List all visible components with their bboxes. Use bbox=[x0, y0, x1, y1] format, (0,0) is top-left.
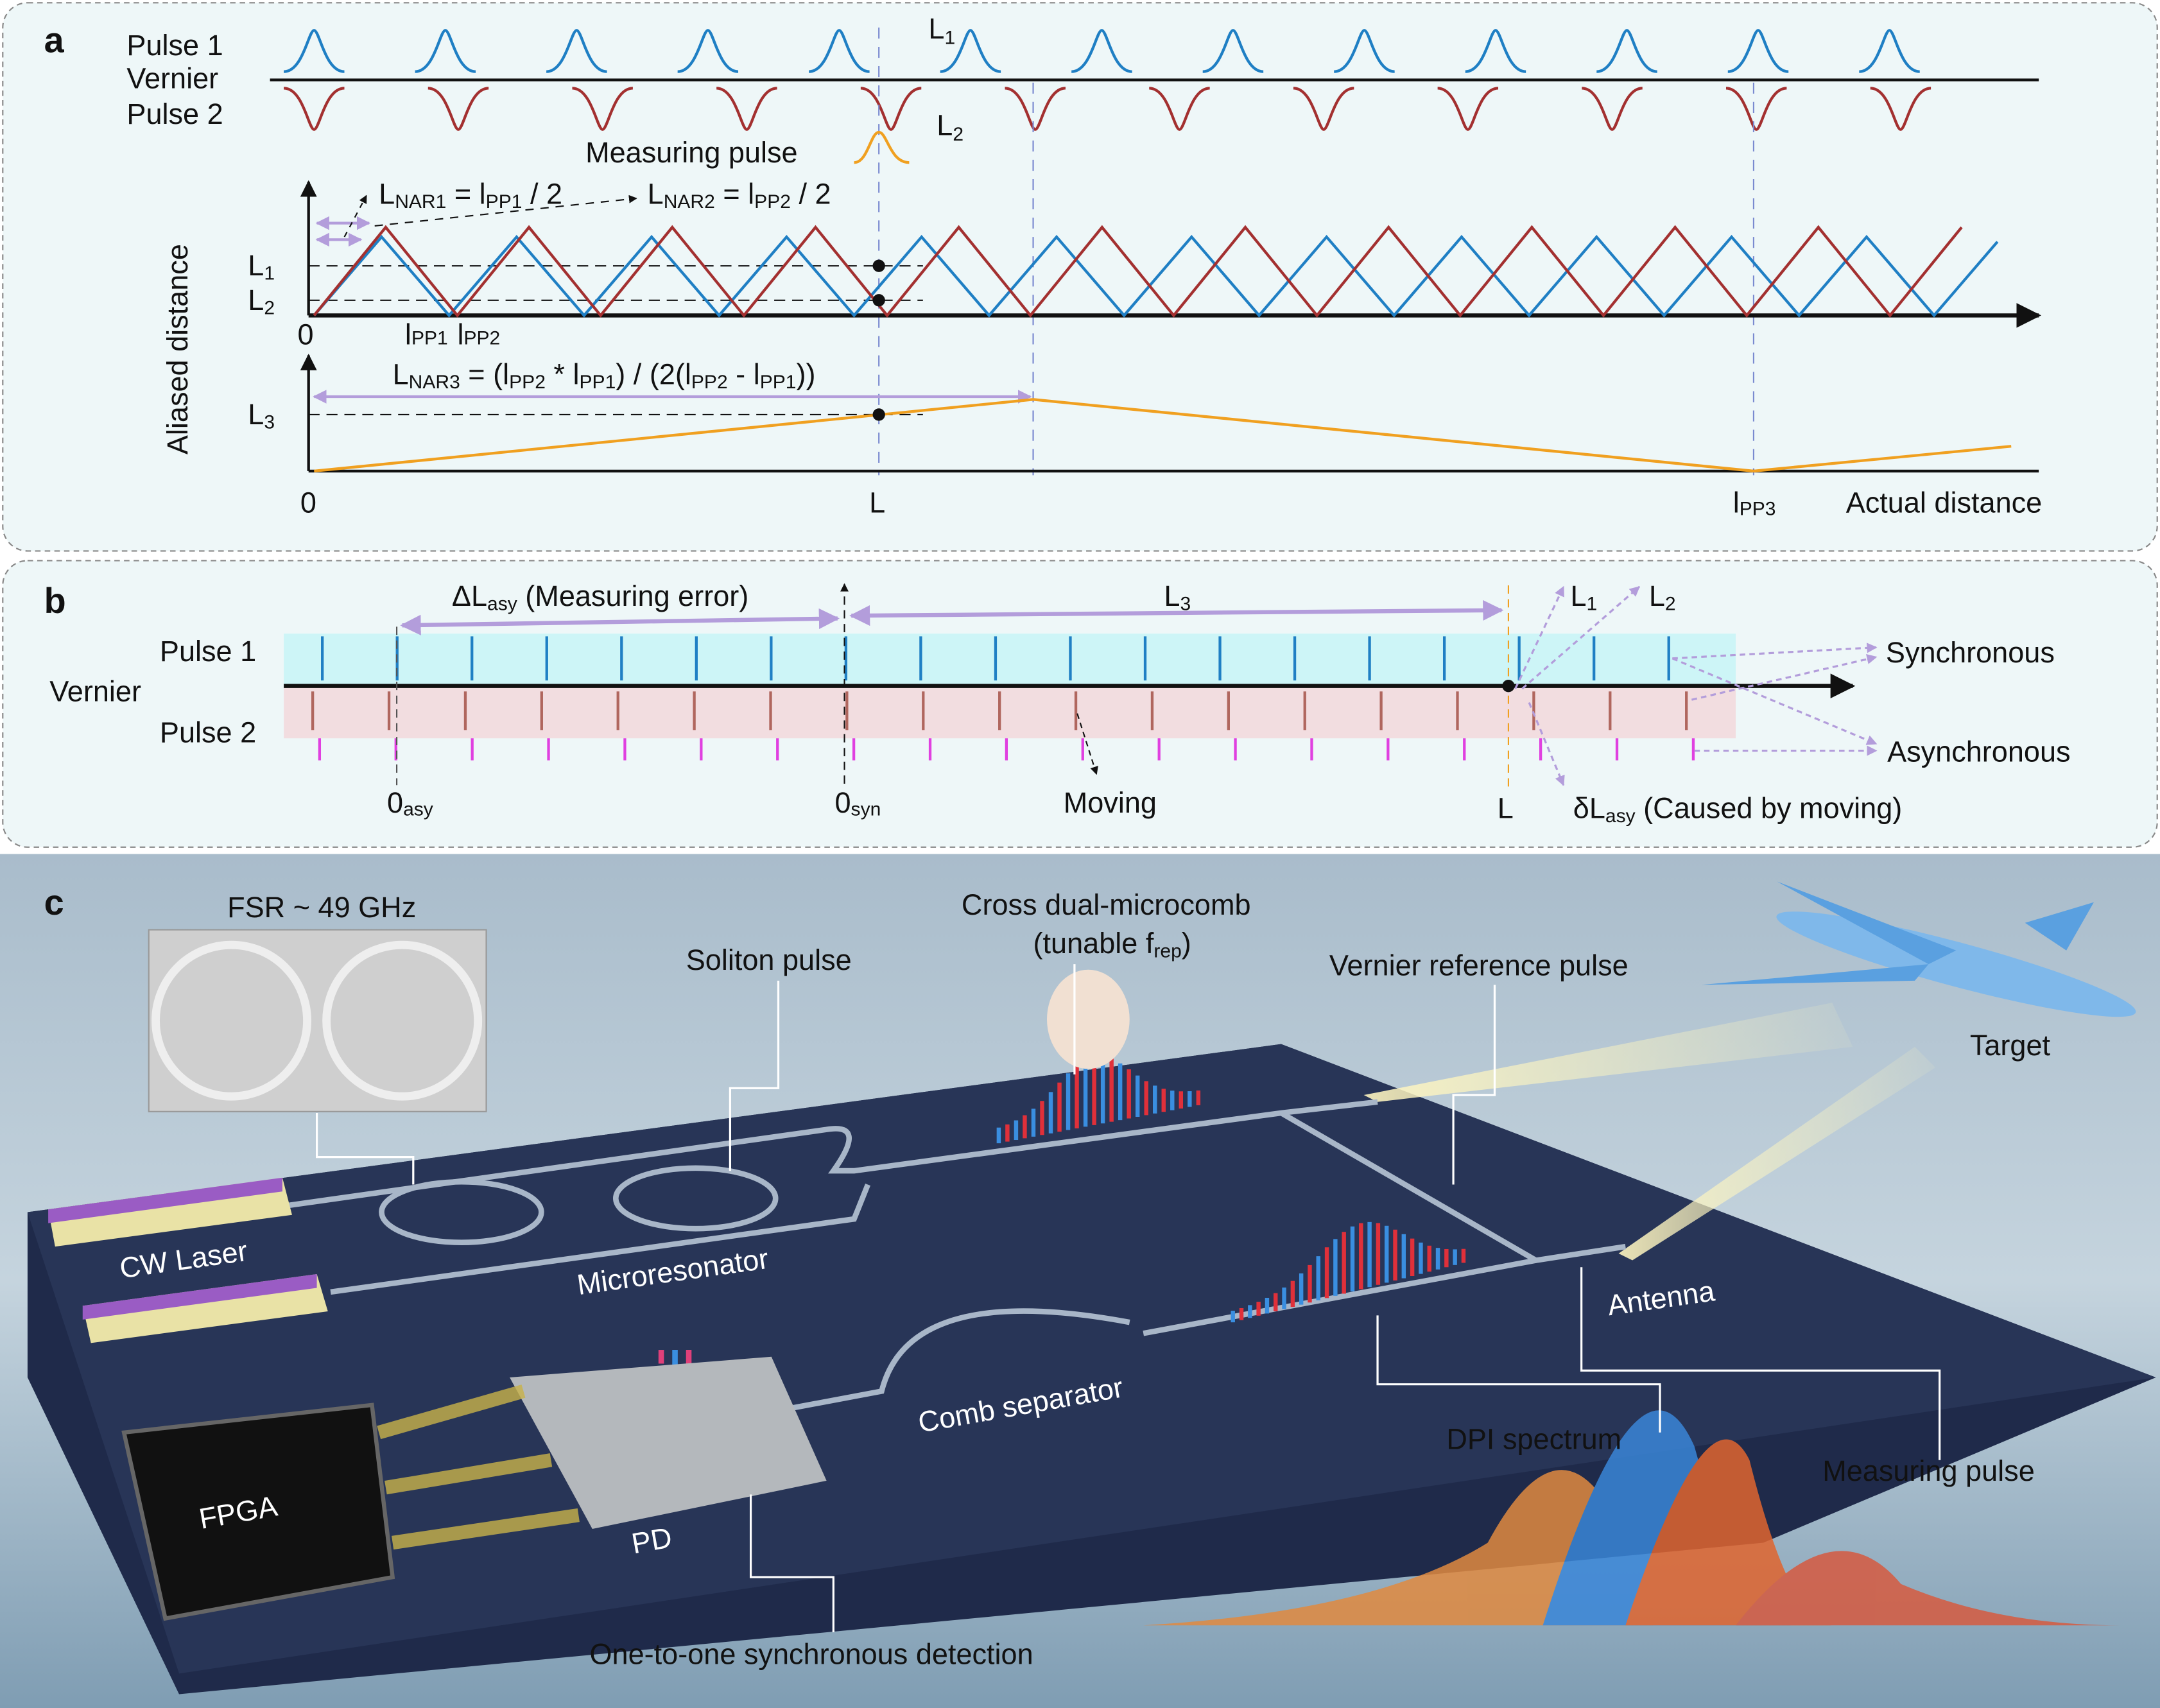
lnar3-triangle bbox=[314, 398, 2012, 473]
soliton-label: Soliton pulse bbox=[686, 944, 852, 976]
tick-L2: L2 bbox=[248, 284, 275, 318]
tick-zero-bottom: 0 bbox=[300, 486, 316, 519]
tick-zero-top: 0 bbox=[298, 318, 314, 350]
aliased-triangles bbox=[313, 225, 1999, 318]
measuring-pulse-label-c: Measuring pulse bbox=[1822, 1454, 2035, 1487]
lnar1-formula: LNAR1 = lPP1 / 2 bbox=[379, 178, 562, 212]
tick-L3: L3 bbox=[248, 398, 275, 433]
L1-label-b: L1 bbox=[1570, 580, 1597, 614]
pulse1-label-b: Pulse 1 bbox=[160, 635, 256, 668]
pulse1-peak bbox=[1727, 29, 1789, 73]
vernier-label: Vernier bbox=[126, 62, 218, 94]
pd-label: PD bbox=[629, 1521, 674, 1560]
pd-chip bbox=[510, 1356, 827, 1530]
x-axis-label: Actual distance bbox=[1846, 486, 2043, 519]
L3-label-b: L3 bbox=[1164, 580, 1191, 614]
measuring-pulse-shape bbox=[854, 130, 910, 164]
pulse1-peak bbox=[1071, 29, 1132, 73]
pulse1-band bbox=[284, 634, 1736, 686]
panel-a-letter: a bbox=[44, 20, 65, 60]
pulse2-dip bbox=[1581, 87, 1643, 131]
pulse2-dip bbox=[1437, 87, 1499, 131]
vernier-label-b: Vernier bbox=[49, 675, 141, 707]
tick-lpp2: lPP2 bbox=[457, 318, 500, 350]
pulse1-peak bbox=[1202, 29, 1264, 73]
asynchronous-label: Asynchronous bbox=[1887, 736, 2070, 768]
delta-small-label: δLasy (Caused by moving) bbox=[1573, 792, 1902, 827]
pulse2-band bbox=[284, 686, 1736, 739]
point-L3 bbox=[872, 408, 885, 421]
tick-L1: L1 bbox=[248, 249, 275, 284]
zero-syn: 0syn bbox=[835, 786, 881, 820]
dpi-spectrum-waves bbox=[1143, 1410, 2121, 1626]
pulse1-peak bbox=[940, 29, 1001, 73]
synchronous-label: Synchronous bbox=[1886, 636, 2055, 669]
pulse2-dip bbox=[283, 87, 345, 131]
pulse2-label-b: Pulse 2 bbox=[160, 716, 256, 749]
target-label: Target bbox=[1970, 1029, 2051, 1062]
pulse1-label: Pulse 1 bbox=[126, 29, 223, 62]
cross-comb-label: Cross dual-microcomb bbox=[962, 888, 1251, 921]
fsr-label: FSR ~ 49 GHz bbox=[227, 891, 416, 924]
pulse1-peak bbox=[1858, 29, 1921, 73]
beam-1 bbox=[1363, 1003, 1853, 1102]
pulse2-dip bbox=[428, 87, 489, 131]
beam-2 bbox=[1618, 1046, 1936, 1261]
zero-asy: 0asy bbox=[387, 786, 433, 820]
pulse1-aliased-line bbox=[313, 234, 1999, 318]
delta-lasy-label: ΔLasy (Measuring error) bbox=[452, 580, 748, 614]
pulse2-aliased-line bbox=[313, 225, 1963, 318]
L2-label-b: L2 bbox=[1649, 580, 1676, 614]
pulse1-peak bbox=[808, 29, 870, 73]
cross-comb-label-2: (tunable frep) bbox=[1033, 927, 1191, 962]
pulse2-dip bbox=[1725, 87, 1787, 131]
pulse1-peak bbox=[546, 29, 607, 73]
lnar2-formula: LNAR2 = lPP2 / 2 bbox=[648, 178, 831, 212]
cw-laser-chips bbox=[48, 1177, 328, 1343]
point-L-b bbox=[1502, 680, 1515, 693]
pulse2-label: Pulse 2 bbox=[126, 98, 223, 130]
pulse1-peak bbox=[283, 29, 345, 73]
pulse-trains bbox=[283, 29, 1931, 131]
detection-label: One-to-one synchronous detection bbox=[590, 1637, 1033, 1670]
pulse2-dip bbox=[860, 87, 922, 131]
L2-top: L2 bbox=[937, 108, 963, 145]
pulse1-peak bbox=[1333, 29, 1395, 73]
pulse1-peak bbox=[1596, 29, 1658, 73]
point-L2 bbox=[872, 294, 885, 307]
L-label-b: L bbox=[1498, 792, 1514, 825]
pulse1-peak bbox=[415, 29, 476, 73]
panel-a: a Pulse 1 Vernier Pulse 2 L1 L2 Measurin… bbox=[2, 2, 2158, 552]
fpga-chip bbox=[121, 1402, 395, 1621]
y-axis-label: Aliased distance bbox=[161, 244, 194, 454]
pulse2-dip bbox=[572, 87, 634, 131]
point-L1 bbox=[872, 259, 885, 272]
dpi-label: DPI spectrum bbox=[1446, 1423, 1621, 1456]
vernier-ref-label: Vernier reference pulse bbox=[1329, 949, 1629, 981]
panel-b: b ΔLasy (Measuring error) L3 L1 L2 Pulse… bbox=[2, 560, 2158, 848]
pulse2-dip bbox=[1005, 87, 1066, 131]
panel-c: c bbox=[0, 854, 2160, 1708]
pulse2-dip bbox=[1870, 87, 1931, 131]
moving-label: Moving bbox=[1064, 786, 1157, 819]
comb-spectra bbox=[658, 1056, 1466, 1463]
tick-L: L bbox=[869, 486, 885, 519]
measuring-pulse-label: Measuring pulse bbox=[585, 136, 798, 169]
pulse2-dip bbox=[716, 87, 777, 131]
hands-illustration bbox=[1046, 969, 1130, 1069]
pulse2-dip bbox=[1148, 87, 1210, 131]
pulse1-peak bbox=[677, 29, 739, 73]
sem-image bbox=[148, 929, 487, 1112]
tick-lpp3: lPP3 bbox=[1733, 486, 1776, 519]
panel-b-letter: b bbox=[44, 580, 66, 621]
pulse2-dip bbox=[1293, 87, 1354, 131]
pulse1-peak bbox=[1465, 29, 1526, 73]
panel-c-letter: c bbox=[44, 882, 64, 922]
lnar3-formula: LNAR3 = (lPP2 * lPP1) / (2(lPP2 - lPP1)) bbox=[393, 358, 816, 393]
L1-top: L1 bbox=[928, 12, 955, 49]
tick-lpp1: lPP1 bbox=[405, 318, 448, 350]
